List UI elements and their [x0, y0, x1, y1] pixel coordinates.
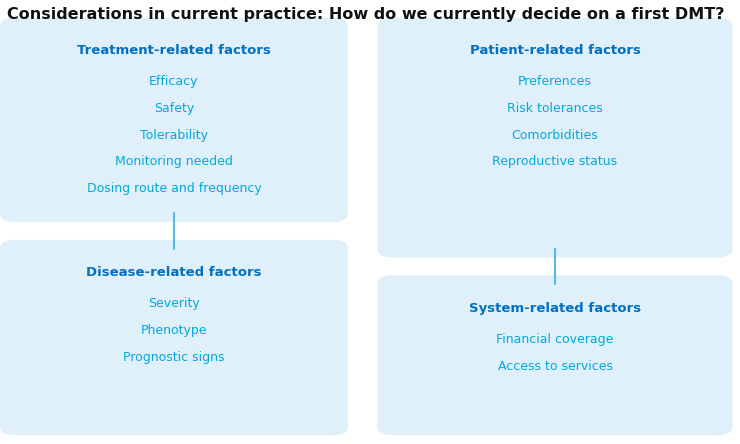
Text: Treatment-related factors: Treatment-related factors: [77, 44, 271, 57]
Text: System-related factors: System-related factors: [469, 302, 641, 315]
Text: Monitoring needed: Monitoring needed: [115, 155, 233, 168]
Text: Financial coverage: Financial coverage: [497, 333, 613, 346]
Text: Phenotype: Phenotype: [141, 324, 207, 337]
Text: Disease-related factors: Disease-related factors: [86, 266, 262, 279]
Text: Efficacy: Efficacy: [149, 75, 198, 88]
Text: Patient-related factors: Patient-related factors: [470, 44, 640, 57]
Text: Tolerability: Tolerability: [140, 129, 208, 142]
Text: Preferences: Preferences: [518, 75, 592, 88]
FancyBboxPatch shape: [377, 18, 733, 258]
Text: Considerations in current practice: How do we currently decide on a first DMT?: Considerations in current practice: How …: [7, 7, 725, 22]
Text: Access to services: Access to services: [497, 360, 613, 373]
Text: Reproductive status: Reproductive status: [492, 155, 618, 168]
Text: Safety: Safety: [154, 102, 194, 115]
FancyBboxPatch shape: [0, 18, 348, 222]
Text: Comorbidities: Comorbidities: [511, 129, 599, 142]
Text: Severity: Severity: [148, 297, 200, 310]
FancyBboxPatch shape: [0, 240, 348, 435]
Text: Prognostic signs: Prognostic signs: [123, 351, 225, 364]
Text: Dosing route and frequency: Dosing route and frequency: [87, 182, 261, 195]
Text: Risk tolerances: Risk tolerances: [507, 102, 603, 115]
FancyBboxPatch shape: [377, 275, 733, 435]
